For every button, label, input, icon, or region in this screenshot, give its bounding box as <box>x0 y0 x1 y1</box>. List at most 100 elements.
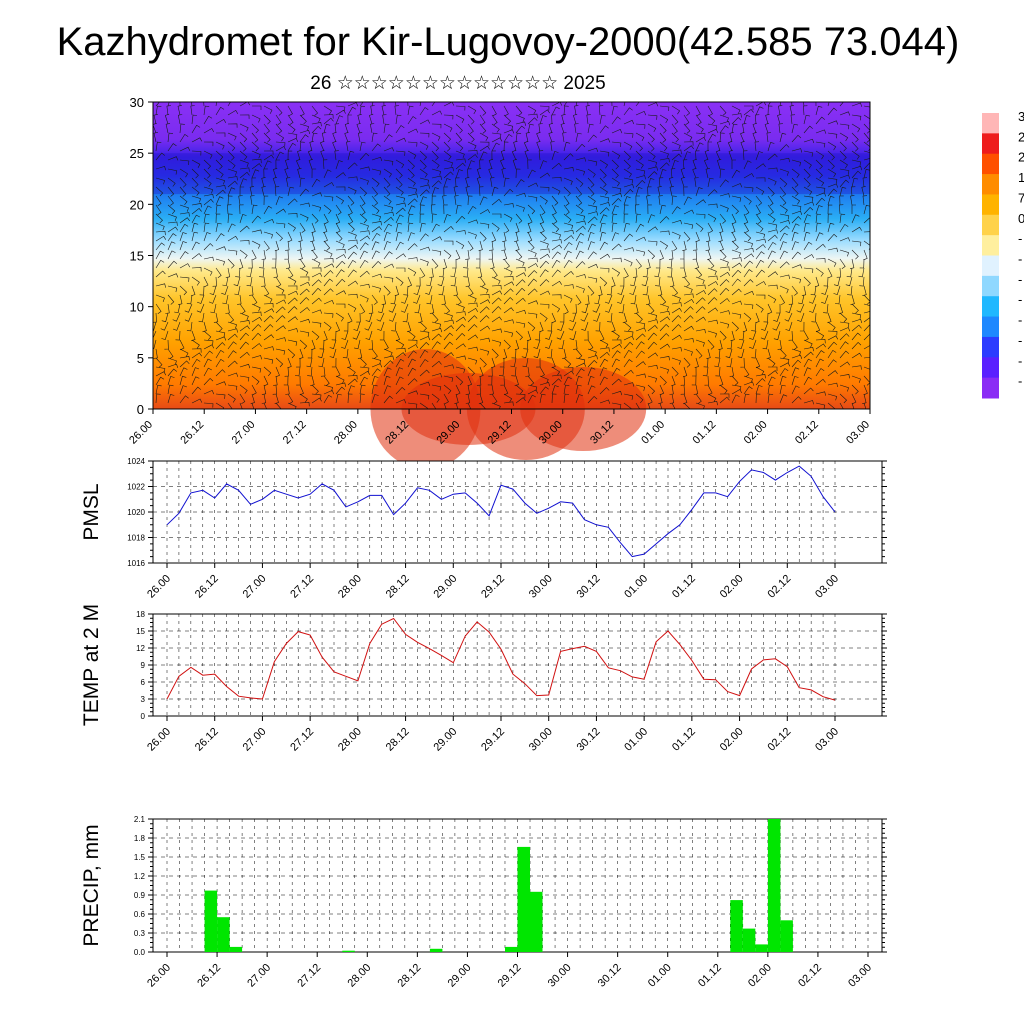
precip-ylabel: PRECIP, mm <box>80 824 103 946</box>
temp-ytick-label: 15 <box>136 627 145 636</box>
colorbar-label: 1 <box>1018 170 1024 185</box>
heatmap-ytick-label: 15 <box>130 249 144 264</box>
temp-xtick-label: 28.00 <box>336 726 364 754</box>
precip-bar <box>730 900 743 952</box>
heatmap-xtick-label: 26.00 <box>127 419 155 447</box>
precip-bar <box>767 819 781 952</box>
heatmap-ytick-label: 0 <box>137 402 144 417</box>
colorbar-label: 3 <box>1018 109 1024 124</box>
precip-ytick-label: 1.5 <box>134 853 146 862</box>
colorbar-label: 7 <box>1018 190 1024 205</box>
precip-ytick-label: 1.2 <box>134 872 146 881</box>
temp-xtick-label: 30.00 <box>527 726 555 754</box>
heatmap-xtick-label: 27.12 <box>281 419 309 447</box>
temp-xtick-label: 03.00 <box>813 726 841 754</box>
temp-ytick-label: 3 <box>141 695 146 704</box>
colorbar-swatch <box>982 255 999 277</box>
precip-bar <box>217 917 230 952</box>
precip-xtick-label: 27.12 <box>295 962 323 990</box>
pmsl-xtick-label: 01.00 <box>622 573 650 601</box>
pmsl-xtick-label: 30.00 <box>527 573 555 601</box>
pmsl-xtick-label: 26.12 <box>193 573 221 601</box>
precip-xtick-label: 29.00 <box>446 962 474 990</box>
pmsl-xtick-label: 30.12 <box>575 573 603 601</box>
colorbar-swatch <box>982 296 999 318</box>
precip-ytick-label: 1.8 <box>134 834 146 843</box>
colorbar-swatch <box>982 235 999 256</box>
temp-xtick-label: 30.12 <box>575 726 603 754</box>
pmsl-ytick-label: 1020 <box>127 508 145 517</box>
pmsl-xtick-label: 27.12 <box>288 573 316 601</box>
heatmap-ytick-label: 30 <box>130 95 144 110</box>
temp-xtick-label: 01.00 <box>622 726 650 754</box>
precip-xtick-label: 29.12 <box>496 962 524 990</box>
pmsl-ytick-label: 1022 <box>127 483 145 492</box>
temp-ytick-label: 9 <box>141 661 146 670</box>
pmsl-xtick-label: 29.12 <box>479 573 507 601</box>
colorbar-label: - <box>1018 231 1022 246</box>
precip-xtick-label: 30.00 <box>546 962 574 990</box>
wind-barbs <box>153 102 870 409</box>
heatmap-xtick-label: 02.00 <box>742 419 770 447</box>
temp-xtick-label: 29.12 <box>479 726 507 754</box>
precip-xtick-label: 26.00 <box>145 962 173 990</box>
pmsl-xtick-label: 03.00 <box>813 573 841 601</box>
precip-bar <box>780 920 793 952</box>
pmsl-xtick-label: 28.00 <box>336 573 364 601</box>
precip-xtick-label: 01.00 <box>646 962 674 990</box>
precip-bar <box>342 950 355 952</box>
precip-xtick-label: 01.12 <box>696 962 724 990</box>
precip-xtick-label: 03.00 <box>846 962 874 990</box>
precip-xtick-label: 02.12 <box>796 962 824 990</box>
temp-xtick-label: 27.00 <box>241 726 269 754</box>
pmsl-xtick-label: 02.12 <box>765 573 793 601</box>
precip-bar <box>517 846 530 952</box>
temp-ytick-label: 18 <box>136 610 145 619</box>
precip-bar <box>755 944 768 952</box>
heatmap-ytick-label: 5 <box>137 351 144 366</box>
colorbar-swatch <box>982 336 999 358</box>
colorbar-swatch <box>982 174 999 195</box>
precip-bar <box>204 890 218 952</box>
precip-ytick-label: 2.1 <box>134 815 146 824</box>
pmsl-ytick-label: 1024 <box>127 457 145 466</box>
precip-xtick-label: 26.12 <box>195 962 223 990</box>
temp-xtick-label: 02.12 <box>765 726 793 754</box>
temp-xtick-label: 29.00 <box>431 726 459 754</box>
precip-ytick-label: 0.6 <box>134 910 146 919</box>
heatmap-xtick-label: 26.12 <box>178 419 206 447</box>
precip-xtick-label: 28.12 <box>396 962 424 990</box>
heatmap-xtick-label: 01.00 <box>639 419 667 447</box>
precip-xtick-label: 02.00 <box>746 962 774 990</box>
temp-ytick-label: 6 <box>141 678 146 687</box>
colorbar-swatch <box>982 153 999 175</box>
pmsl-ytick-label: 1016 <box>127 559 145 568</box>
colorbar-swatch <box>982 214 999 236</box>
colorbar-label: 0 <box>1018 211 1024 226</box>
precip-xtick-label: 27.00 <box>245 962 273 990</box>
precip-bar <box>229 946 243 952</box>
pmsl-xtick-label: 28.12 <box>384 573 412 601</box>
heatmap-xtick-label: 27.00 <box>230 419 258 447</box>
colorbar-label: 2 <box>1018 150 1024 165</box>
colorbar-swatch <box>982 377 999 399</box>
temp-xtick-label: 01.12 <box>670 726 698 754</box>
colorbar-label: - <box>1018 313 1022 328</box>
colorbar-label: - <box>1018 353 1022 368</box>
precip-ytick-label: 0.0 <box>134 948 146 957</box>
colorbar-swatch <box>982 316 999 338</box>
precip-bar <box>429 948 443 952</box>
pmsl-ylabel: PMSL <box>80 483 103 540</box>
colorbar-label: 2 <box>1018 129 1024 144</box>
chart-title: Kazhydromet for Kir-Lugovoy-2000(42.585 … <box>56 20 960 64</box>
colorbar-label: - <box>1018 272 1022 287</box>
precip-bar <box>505 946 518 952</box>
temp-xtick-label: 02.00 <box>718 726 746 754</box>
colorbar-label: - <box>1018 252 1022 267</box>
colorbar-swatch <box>982 113 999 134</box>
chart-subtitle: 26 ☆☆☆☆☆☆☆☆☆☆☆☆☆ 2025 <box>310 73 606 94</box>
precip-ytick-label: 0.3 <box>134 929 146 938</box>
temp-xtick-label: 28.12 <box>384 726 412 754</box>
temp-xtick-label: 26.00 <box>145 726 173 754</box>
